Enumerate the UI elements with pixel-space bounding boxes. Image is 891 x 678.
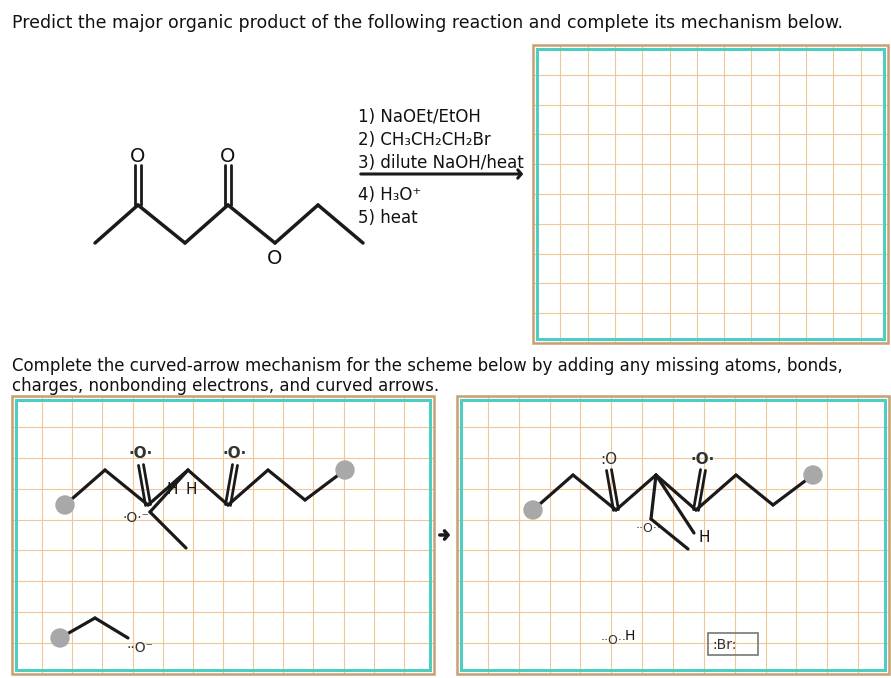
Bar: [537, 49, 884, 339]
Text: charges, nonbonding electrons, and curved arrows.: charges, nonbonding electrons, and curve…: [12, 377, 439, 395]
Text: :O: :O: [601, 452, 617, 466]
Text: O: O: [220, 146, 236, 165]
Text: 5) heat: 5) heat: [358, 209, 418, 227]
Bar: [12, 396, 434, 674]
Bar: [16, 400, 430, 670]
Text: 3) dilute NaOH/heat: 3) dilute NaOH/heat: [358, 154, 524, 172]
Text: ··O··: ··O··: [601, 633, 627, 647]
Circle shape: [524, 501, 542, 519]
Bar: [708, 633, 758, 655]
Circle shape: [51, 629, 69, 647]
Text: ·O·: ·O·: [223, 447, 247, 462]
Text: Complete the curved-arrow mechanism for the scheme below by adding any missing a: Complete the curved-arrow mechanism for …: [12, 357, 843, 375]
Text: 1) NaOEt/EtOH: 1) NaOEt/EtOH: [358, 108, 481, 126]
Text: ··O··: ··O··: [636, 523, 662, 536]
Bar: [457, 396, 889, 674]
Circle shape: [56, 496, 74, 514]
Text: :Br:: :Br:: [713, 638, 737, 652]
Circle shape: [804, 466, 822, 484]
Bar: [12, 396, 434, 674]
Text: 4) H₃O⁺: 4) H₃O⁺: [358, 186, 421, 204]
Bar: [461, 400, 885, 670]
Text: 2) CH₃CH₂CH₂Br: 2) CH₃CH₂CH₂Br: [358, 131, 491, 149]
Text: ··O⁻: ··O⁻: [127, 641, 153, 655]
Text: O: O: [267, 250, 282, 268]
Text: ·O·⁻: ·O·⁻: [122, 511, 150, 525]
Text: H: H: [185, 483, 197, 498]
Circle shape: [336, 461, 354, 479]
Text: ·O·: ·O·: [129, 447, 153, 462]
Text: ·O·: ·O·: [691, 452, 715, 466]
Text: H: H: [625, 629, 635, 643]
Bar: [457, 396, 889, 674]
Bar: [533, 45, 888, 343]
Text: O: O: [130, 146, 146, 165]
Text: H: H: [167, 483, 177, 498]
Bar: [533, 45, 888, 343]
Text: Predict the major organic product of the following reaction and complete its mec: Predict the major organic product of the…: [12, 14, 843, 32]
Text: H: H: [699, 530, 710, 544]
